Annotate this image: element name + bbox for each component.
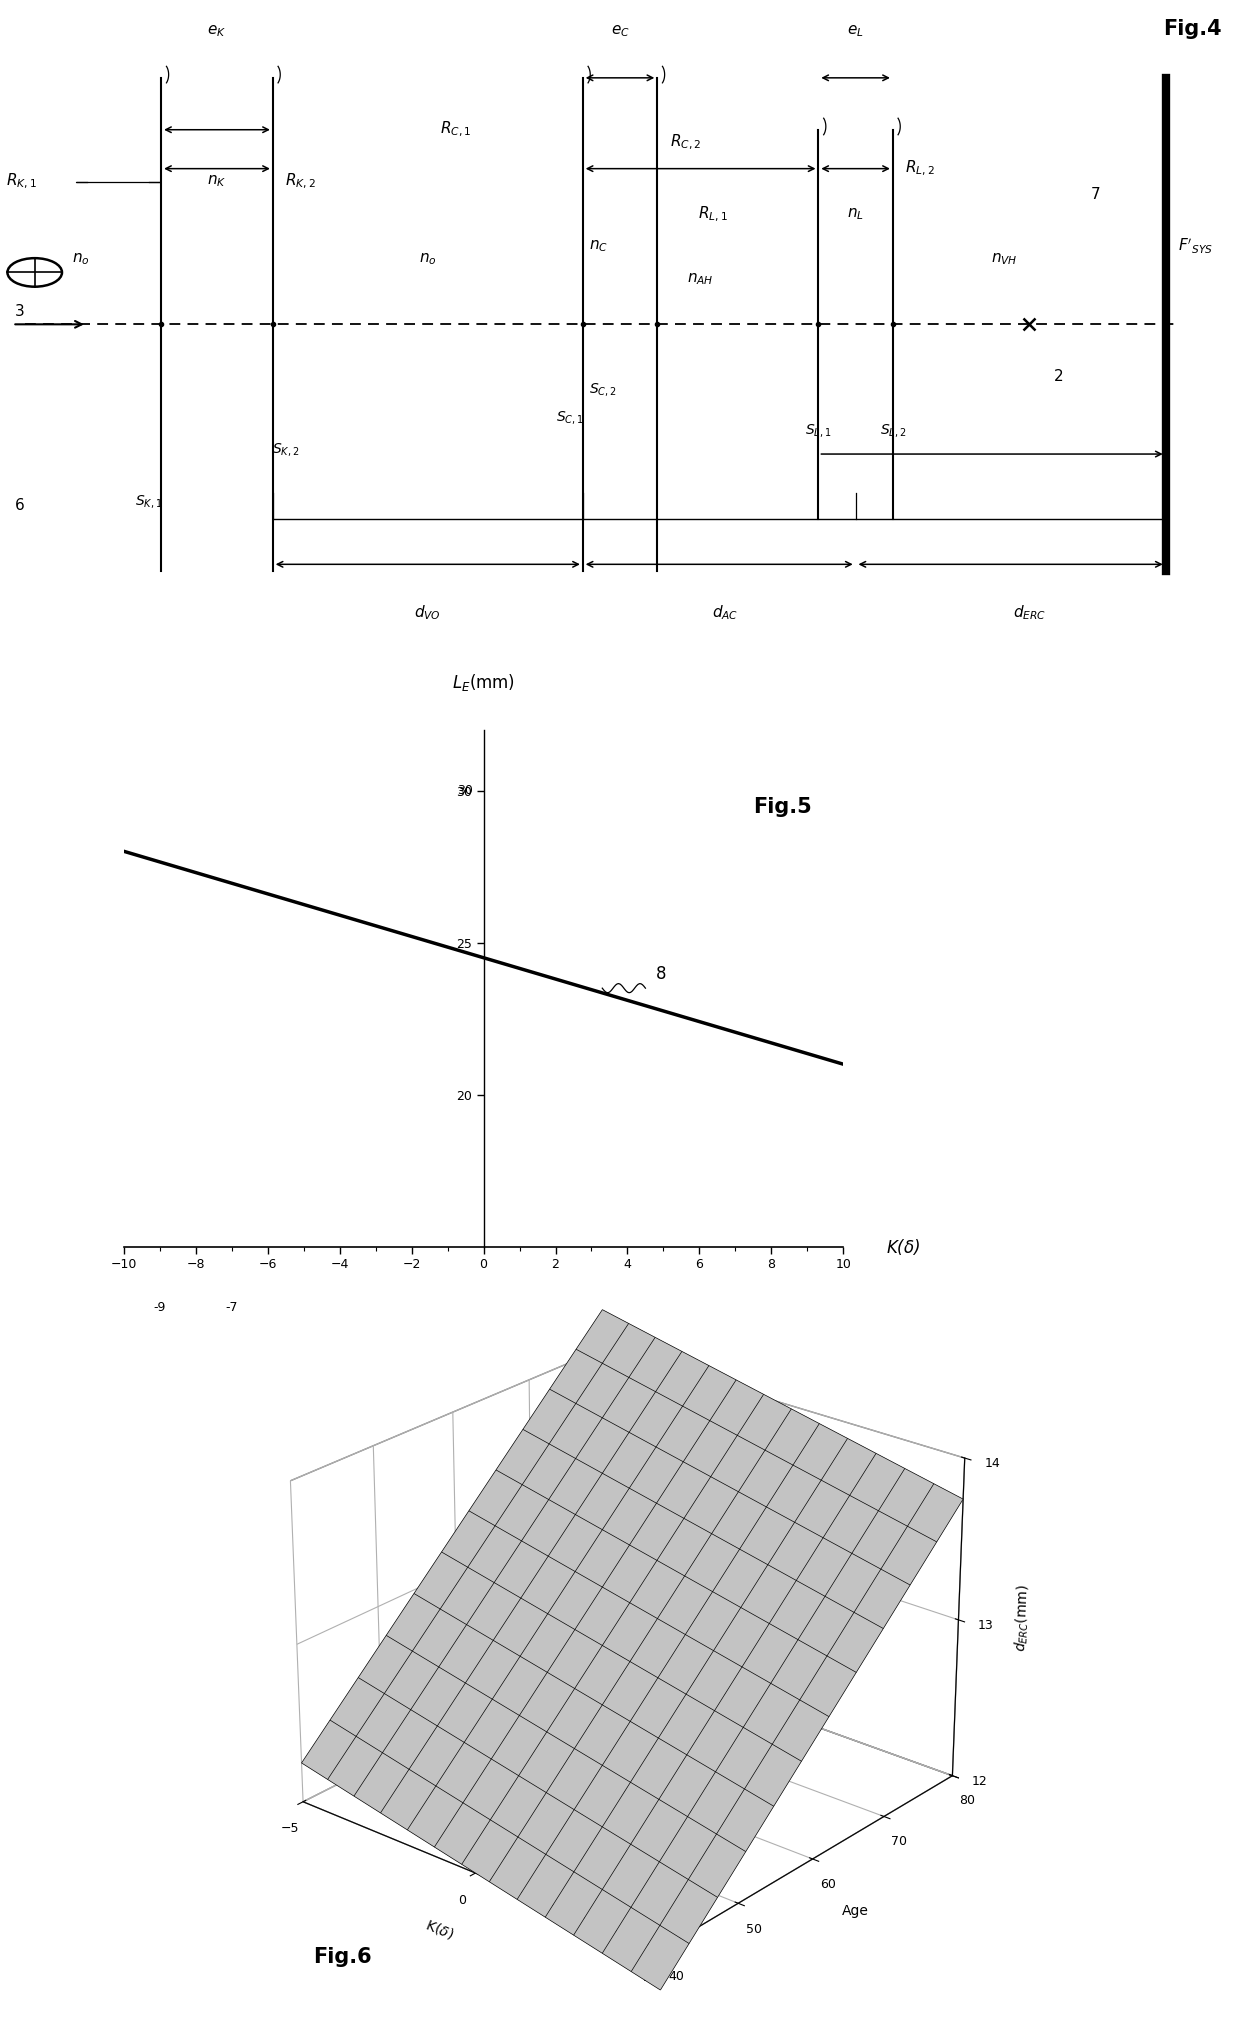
Text: $d_{AC}$: $d_{AC}$ xyxy=(712,604,739,622)
Text: $S_{K,2}$: $S_{K,2}$ xyxy=(272,442,299,458)
Text: $S_{C,1}$: $S_{C,1}$ xyxy=(557,409,584,426)
Text: $R_{L,2}$: $R_{L,2}$ xyxy=(905,158,935,178)
Text: $R_{K,2}$: $R_{K,2}$ xyxy=(285,172,316,191)
Text: $e_K$: $e_K$ xyxy=(207,22,227,39)
Text: Fig.6: Fig.6 xyxy=(314,1948,372,1966)
Text: K($\delta$): K($\delta$) xyxy=(887,1236,921,1257)
Text: $R_{C,2}$: $R_{C,2}$ xyxy=(670,134,701,152)
Text: $L_E$(mm): $L_E$(mm) xyxy=(453,673,515,693)
Text: -3: -3 xyxy=(370,1301,382,1313)
Text: $n_C$: $n_C$ xyxy=(589,239,608,253)
Text: -9: -9 xyxy=(154,1301,166,1313)
Text: 6: 6 xyxy=(15,499,25,513)
Text: $n_o$: $n_o$ xyxy=(419,251,436,268)
Text: $R_{K,1}$: $R_{K,1}$ xyxy=(6,172,37,191)
Text: 30: 30 xyxy=(456,784,472,797)
Text: 7: 7 xyxy=(1091,186,1101,203)
Text: 7: 7 xyxy=(732,1301,739,1313)
Text: -7: -7 xyxy=(226,1301,238,1313)
Text: $R_{L,1}$: $R_{L,1}$ xyxy=(698,205,728,223)
Text: $e_C$: $e_C$ xyxy=(610,22,630,39)
Text: 1: 1 xyxy=(516,1301,523,1313)
Y-axis label: Age: Age xyxy=(842,1905,868,1918)
Text: 9: 9 xyxy=(804,1301,811,1313)
Text: -5: -5 xyxy=(298,1301,310,1313)
Text: $S_{K,1}$: $S_{K,1}$ xyxy=(135,493,162,511)
Text: 3: 3 xyxy=(588,1301,595,1313)
Text: $F'_{SYS}$: $F'_{SYS}$ xyxy=(1178,237,1213,255)
Text: $S_{C,2}$: $S_{C,2}$ xyxy=(589,381,616,397)
Text: 8: 8 xyxy=(656,965,667,983)
Text: -1: -1 xyxy=(441,1301,454,1313)
Text: $e_L$: $e_L$ xyxy=(847,22,864,39)
Text: $n_K$: $n_K$ xyxy=(207,174,227,189)
Text: Fig.4: Fig.4 xyxy=(1163,20,1221,39)
Text: $n_{VH}$: $n_{VH}$ xyxy=(991,251,1018,268)
Text: $d_{ERC}$: $d_{ERC}$ xyxy=(1013,604,1045,622)
Text: $n_o$: $n_o$ xyxy=(72,251,89,268)
Text: $d_{VO}$: $d_{VO}$ xyxy=(414,604,441,622)
X-axis label: K($\delta$): K($\delta$) xyxy=(423,1916,456,1942)
Text: Fig.5: Fig.5 xyxy=(753,797,812,817)
Text: $n_{AH}$: $n_{AH}$ xyxy=(687,272,714,286)
Text: $S_{L,2}$: $S_{L,2}$ xyxy=(879,422,906,438)
Text: 3: 3 xyxy=(15,304,25,318)
Text: $S_{L,1}$: $S_{L,1}$ xyxy=(805,422,832,438)
Text: 5: 5 xyxy=(660,1301,667,1313)
Text: $R_{C,1}$: $R_{C,1}$ xyxy=(440,120,471,140)
Text: 2: 2 xyxy=(1054,369,1064,383)
Text: $n_L$: $n_L$ xyxy=(847,207,864,221)
